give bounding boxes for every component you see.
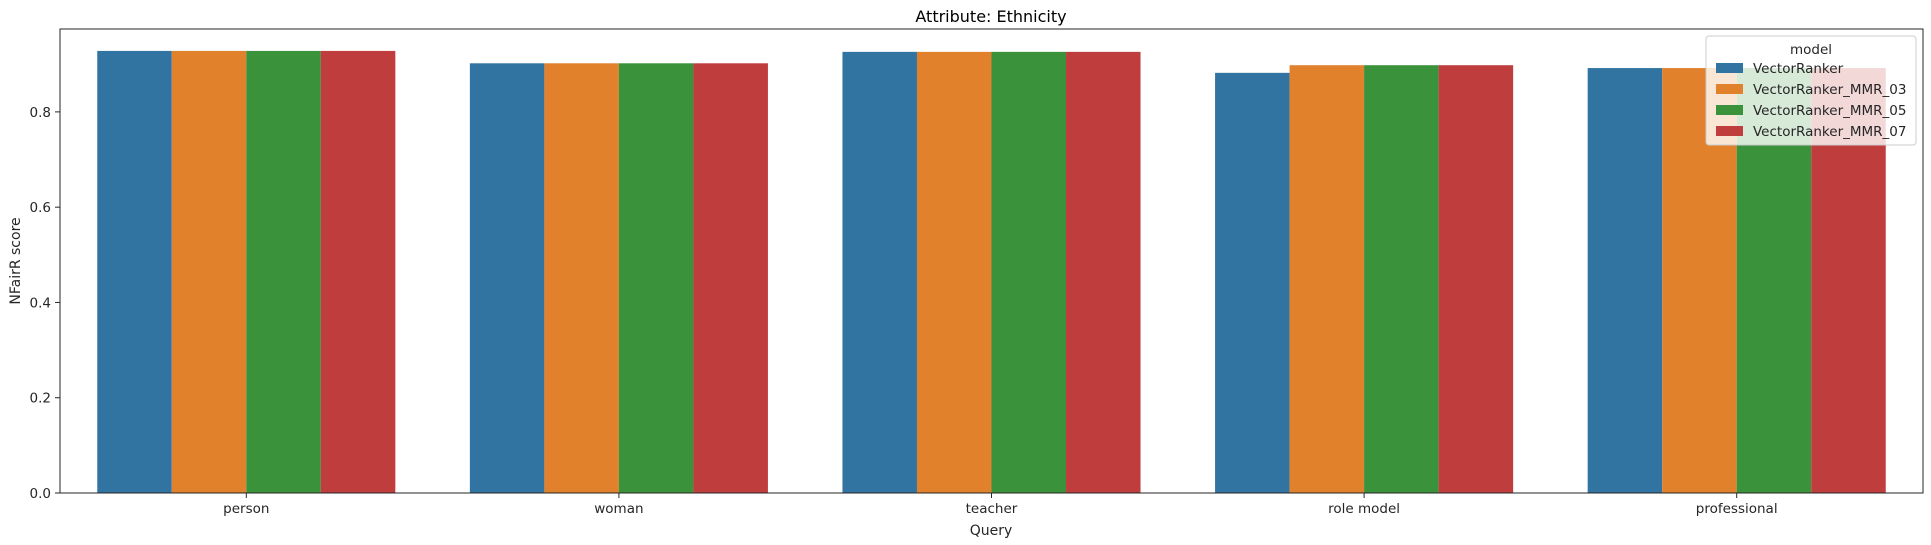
x-tick-label: woman — [594, 501, 643, 517]
y-tick-label: 0.6 — [30, 200, 51, 216]
bar-teacher-vectorranker_mmr_03 — [916, 51, 992, 494]
bar-teacher-vectorranker — [842, 51, 917, 494]
bar-teacher-vectorranker_mmr_05 — [991, 51, 1067, 494]
legend-swatch — [1716, 84, 1743, 94]
chart-title: Attribute: Ethnicity — [915, 7, 1066, 26]
legend-swatch — [1716, 63, 1743, 73]
x-tick-label: person — [223, 501, 269, 517]
y-tick-label: 0.0 — [30, 486, 51, 502]
legend-swatch — [1716, 105, 1743, 115]
bar-person-vectorranker_mmr_07 — [320, 50, 396, 493]
bar-woman-vectorranker_mmr_07 — [693, 63, 768, 493]
x-tick-label: professional — [1696, 501, 1778, 517]
bar-person-vectorranker_mmr_03 — [171, 50, 247, 493]
legend-swatch — [1716, 126, 1743, 136]
bar-role-model-vectorranker_mmr_07 — [1438, 65, 1514, 494]
bar-woman-vectorranker_mmr_05 — [618, 63, 694, 493]
bar-person-vectorranker_mmr_05 — [246, 50, 321, 493]
bar-role-model-vectorranker_mmr_03 — [1289, 65, 1365, 494]
x-axis-label: Query — [970, 523, 1013, 539]
bar-role-model-vectorranker_mmr_05 — [1364, 65, 1439, 494]
x-tick-label: role model — [1328, 501, 1400, 517]
legend-label: VectorRanker — [1753, 61, 1844, 77]
legend-box — [1705, 35, 1917, 146]
bar-woman-vectorranker_mmr_03 — [544, 63, 619, 493]
legend-label: VectorRanker_MMR_03 — [1753, 82, 1906, 98]
legend-label: VectorRanker_MMR_05 — [1753, 103, 1906, 119]
y-axis: 0.0 0.2 0.4 0.6 0.8 — [30, 105, 60, 502]
legend: model VectorRanker VectorRanker_MMR_03 Vec… — [1705, 35, 1917, 146]
bar-professional-vectorranker — [1587, 68, 1663, 493]
y-tick-label: 0.2 — [30, 391, 51, 407]
y-axis-label: NFairR score — [8, 217, 24, 304]
y-tick-label: 0.8 — [30, 105, 51, 121]
legend-title: model — [1790, 42, 1832, 58]
x-axis: person woman teacher role model professional — [223, 493, 1778, 517]
bar-woman-vectorranker — [469, 63, 545, 493]
bar-person-vectorranker — [97, 50, 172, 493]
bar-teacher-vectorranker_mmr_07 — [1066, 51, 1141, 494]
y-tick-label: 0.4 — [30, 295, 51, 311]
bar-role-model-vectorranker — [1215, 72, 1290, 493]
x-tick-label: teacher — [966, 501, 1018, 517]
plot-area — [97, 50, 1886, 494]
legend-label: VectorRanker_MMR_07 — [1753, 124, 1906, 140]
